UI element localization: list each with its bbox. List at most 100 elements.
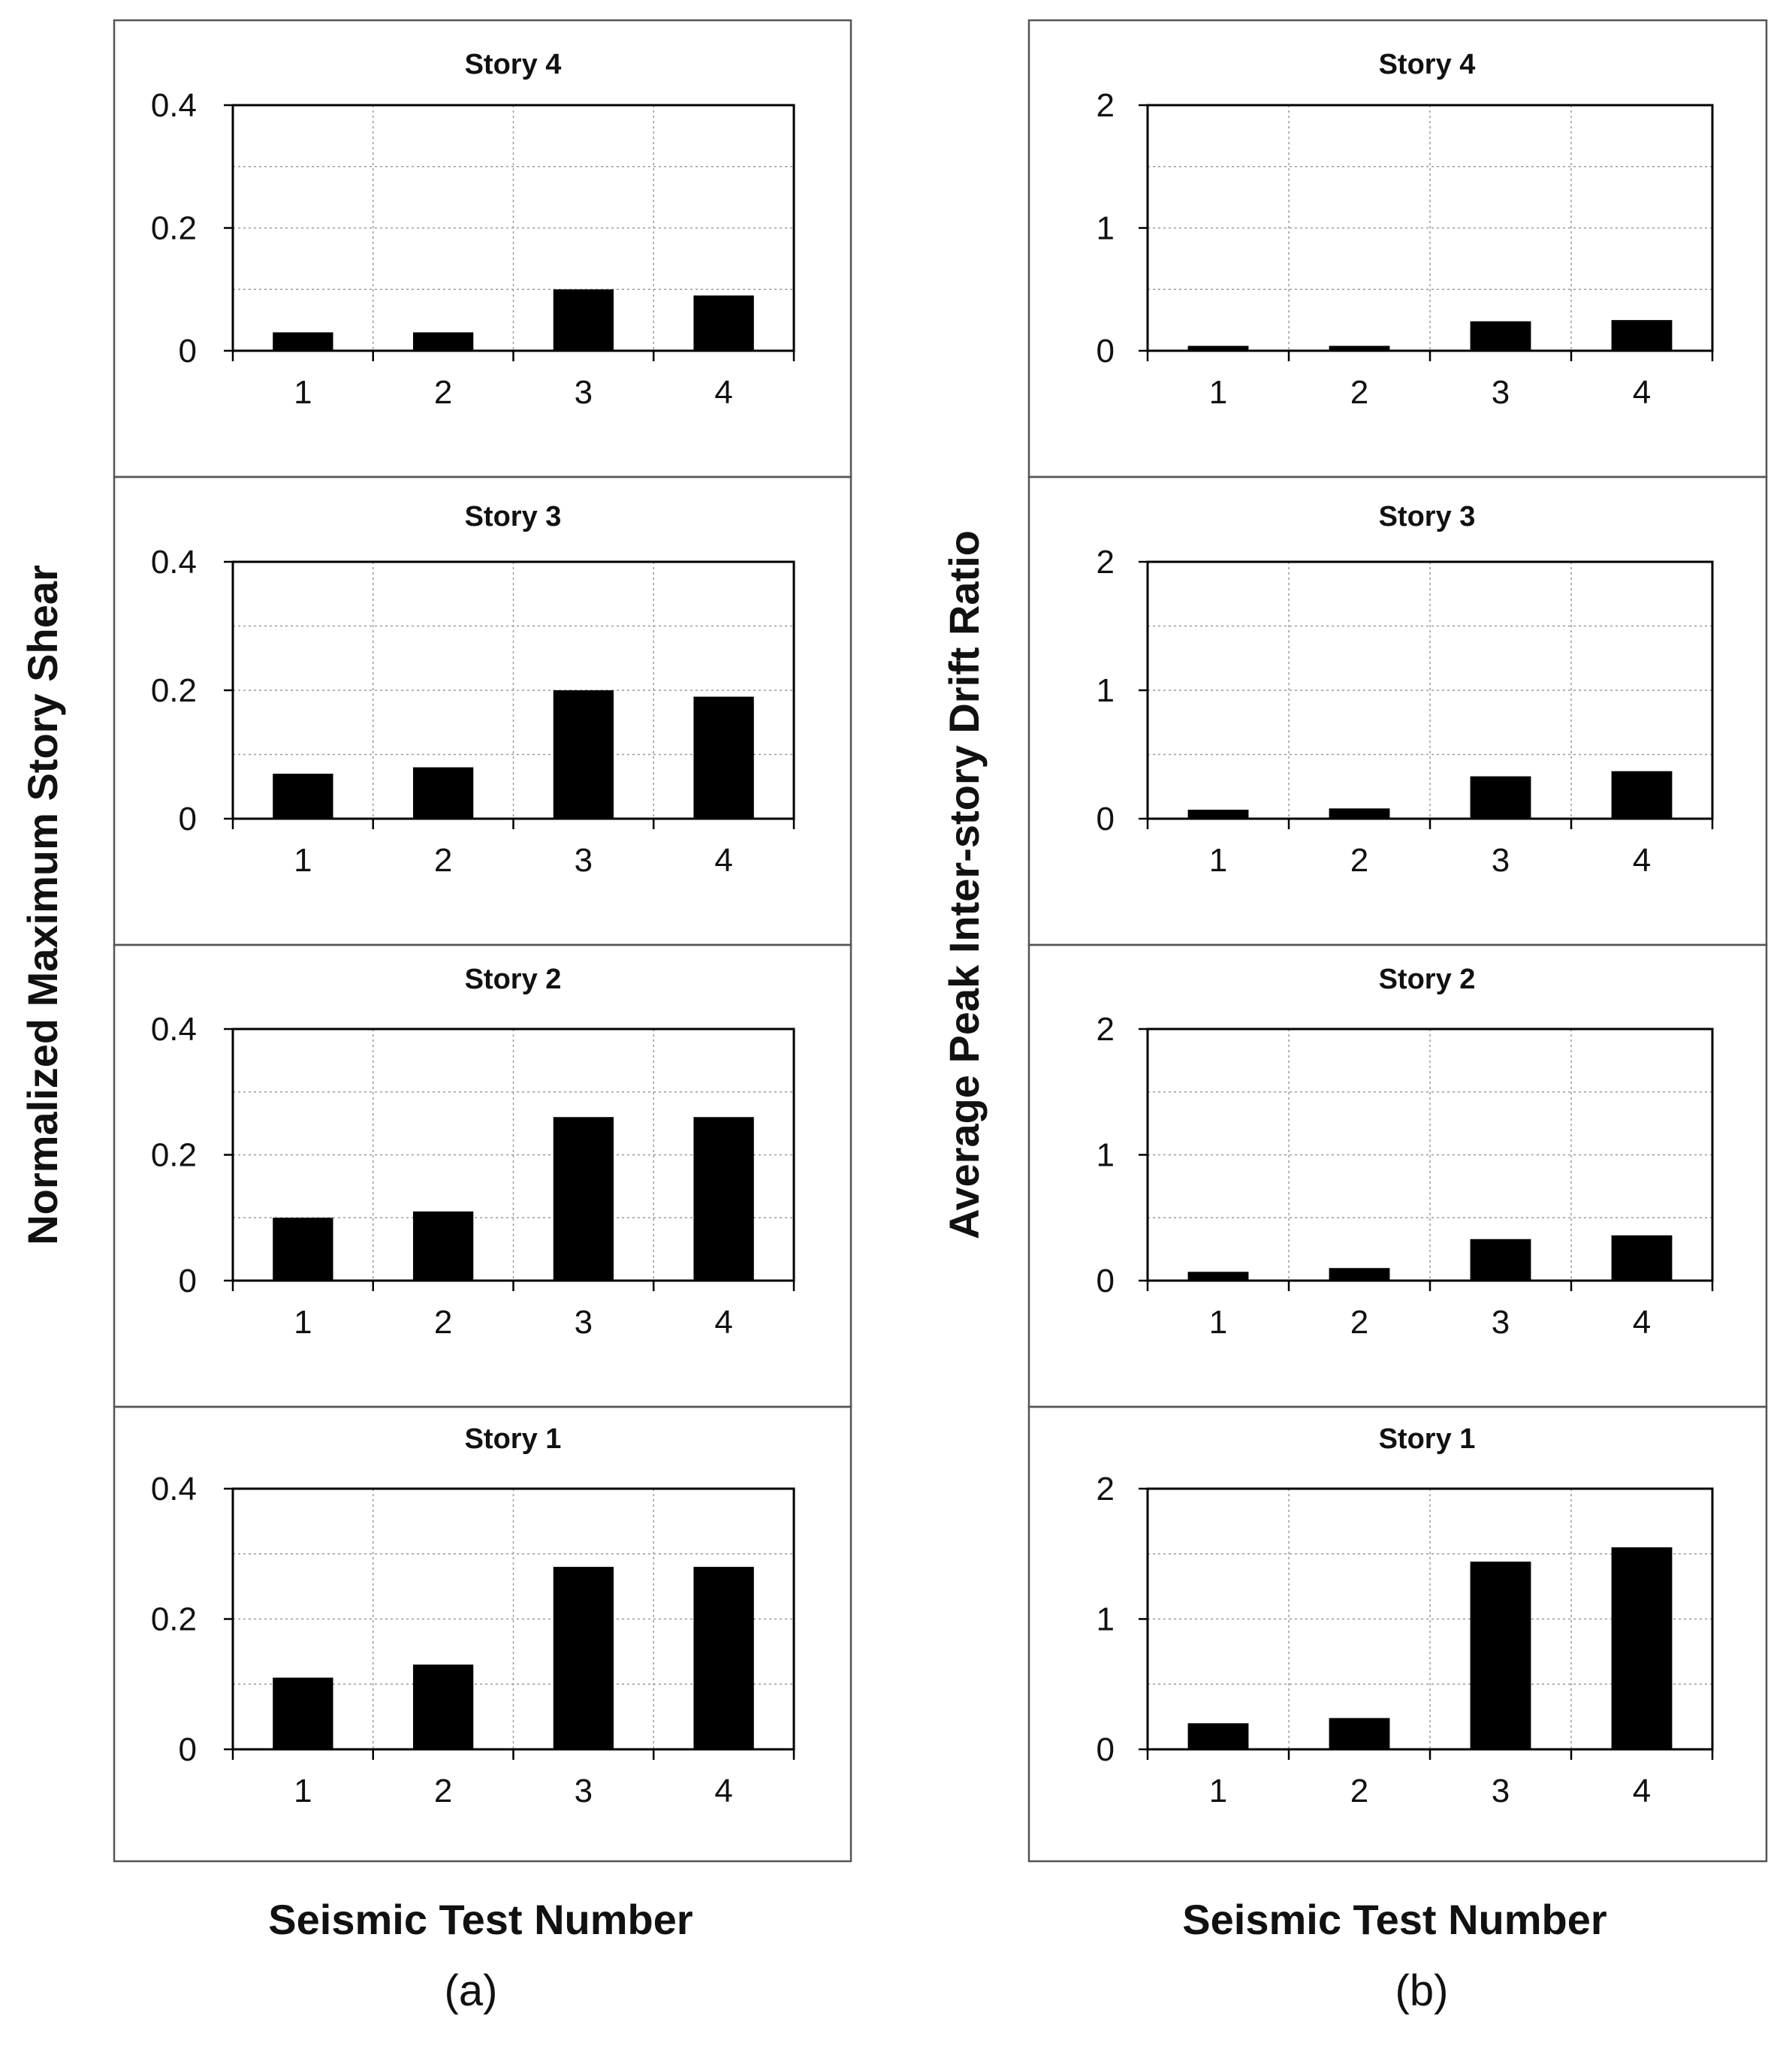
panel-title: Story 4 [1379, 49, 1476, 80]
panel-frame [1027, 943, 1768, 1408]
x-tick-label: 2 [434, 1773, 452, 1809]
x-tick-label: 2 [1350, 1304, 1368, 1341]
x-tick-label: 4 [714, 1773, 732, 1809]
panel-a-story-2: Story 2 1 2 3 4 0 0.2 0.4 [113, 943, 852, 1408]
x-tick-label: 4 [714, 1304, 732, 1341]
bar-test-1 [273, 774, 333, 819]
x-tick-label: 1 [1209, 842, 1227, 879]
y-tick-label: 0 [1097, 1263, 1115, 1299]
panel-a-story-3: Story 3 1 2 3 4 0 0.2 0.4 [113, 475, 852, 946]
y-tick-label: 0 [1097, 333, 1115, 370]
panel-frame [113, 19, 852, 478]
x-tick-label: 3 [575, 374, 593, 411]
panel-a-story-1: Story 1 1 2 3 4 0 0.2 0.4 [113, 1405, 852, 1863]
y-tick-label: 0 [179, 1731, 197, 1768]
panel-frame [1027, 475, 1768, 946]
bar-test-4 [1611, 1547, 1673, 1749]
panel-title: Story 4 [465, 49, 562, 80]
y-tick-label: 0.2 [151, 672, 197, 709]
y-tick-label: 0.4 [151, 1011, 197, 1048]
panel-title: Story 3 [1379, 501, 1476, 533]
bar-test-4 [693, 1567, 754, 1749]
panel-title: Story 3 [465, 501, 562, 533]
bar-test-3 [1470, 1239, 1531, 1281]
y-tick-label: 2 [1097, 1011, 1115, 1048]
y-tick-label: 1 [1097, 1601, 1115, 1638]
y-tick-label: 1 [1097, 1137, 1115, 1174]
bar-test-1 [1187, 810, 1249, 819]
bar-test-1 [273, 1677, 333, 1749]
x-tick-label: 3 [1492, 842, 1510, 879]
bar-test-3 [553, 690, 614, 819]
x-tick-label: 3 [575, 1304, 593, 1341]
y-tick-label: 0.2 [151, 1601, 197, 1638]
bar-test-1 [1187, 346, 1249, 351]
bar-test-4 [693, 295, 754, 351]
panel-b-story-2: Story 2 1 2 3 4 0 1 2 [1027, 943, 1768, 1408]
bar-test-2 [1329, 1718, 1390, 1749]
panel-title: Story 2 [465, 964, 562, 995]
x-tick-label: 1 [294, 842, 312, 879]
y-tick-label: 0.4 [151, 544, 197, 581]
panel-frame [1027, 19, 1768, 478]
x-tick-label: 2 [434, 374, 452, 411]
panel-title: Story 1 [465, 1423, 562, 1455]
right-ylabel: Average Peak Inter-story Drift Ratio [940, 530, 988, 1239]
x-tick-label: 1 [294, 1304, 312, 1341]
bar-test-3 [1470, 1562, 1531, 1749]
bar-test-3 [553, 1567, 614, 1749]
x-tick-label: 4 [1633, 842, 1651, 879]
x-tick-label: 4 [1633, 1773, 1651, 1809]
bar-test-2 [1329, 1268, 1390, 1281]
bar-test-4 [1611, 320, 1673, 351]
bar-test-2 [412, 1211, 474, 1281]
panel-a-story-4: Story 4 1 2 3 4 0 0.2 0.4 [113, 19, 852, 478]
x-tick-label: 1 [1209, 374, 1227, 411]
bar-test-3 [553, 289, 614, 351]
bar-test-4 [693, 1117, 754, 1281]
bar-test-4 [693, 696, 754, 819]
y-tick-label: 1 [1097, 210, 1115, 247]
x-tick-label: 4 [1633, 1304, 1651, 1341]
y-tick-label: 0 [1097, 1731, 1115, 1768]
x-tick-label: 3 [1492, 1304, 1510, 1341]
x-tick-label: 1 [1209, 1304, 1227, 1341]
bar-test-2 [1329, 808, 1390, 819]
panel-title: Story 2 [1379, 964, 1476, 995]
left-ylabel: Normalized Maximum Story Shear [19, 565, 66, 1245]
left-sublabel: (a) [445, 1966, 498, 2015]
panel-title: Story 1 [1379, 1423, 1476, 1455]
y-tick-label: 0.2 [151, 1137, 197, 1174]
bar-test-3 [1470, 321, 1531, 351]
bar-test-3 [553, 1117, 614, 1281]
y-tick-label: 0 [179, 1263, 197, 1299]
y-tick-label: 2 [1097, 87, 1115, 124]
bar-test-1 [273, 332, 333, 351]
bar-test-1 [1187, 1723, 1249, 1749]
y-tick-label: 0 [179, 333, 197, 370]
x-tick-label: 1 [294, 374, 312, 411]
bar-test-1 [273, 1218, 333, 1281]
x-tick-label: 3 [575, 842, 593, 879]
x-tick-label: 2 [1350, 842, 1368, 879]
bar-test-2 [1329, 346, 1390, 351]
x-tick-label: 2 [1350, 374, 1368, 411]
bar-test-4 [1611, 1235, 1673, 1281]
y-tick-label: 2 [1097, 544, 1115, 581]
x-tick-label: 3 [575, 1773, 593, 1809]
bar-test-4 [1611, 771, 1673, 819]
panel-b-story-4: Story 4 1 2 3 4 0 1 2 [1027, 19, 1768, 478]
panel-b-story-3: Story 3 1 2 3 4 0 1 2 [1027, 475, 1768, 946]
y-tick-label: 0.4 [151, 1471, 197, 1507]
y-tick-label: 0.2 [151, 210, 197, 247]
x-tick-label: 2 [434, 1304, 452, 1341]
x-tick-label: 4 [1633, 374, 1651, 411]
panel-frame [1027, 1405, 1768, 1863]
right-sublabel: (b) [1395, 1966, 1449, 2015]
y-tick-label: 1 [1097, 672, 1115, 709]
x-tick-label: 4 [714, 374, 732, 411]
panel-frame [113, 1405, 852, 1863]
x-tick-label: 2 [434, 842, 452, 879]
x-tick-label: 3 [1492, 374, 1510, 411]
x-tick-label: 2 [1350, 1773, 1368, 1809]
